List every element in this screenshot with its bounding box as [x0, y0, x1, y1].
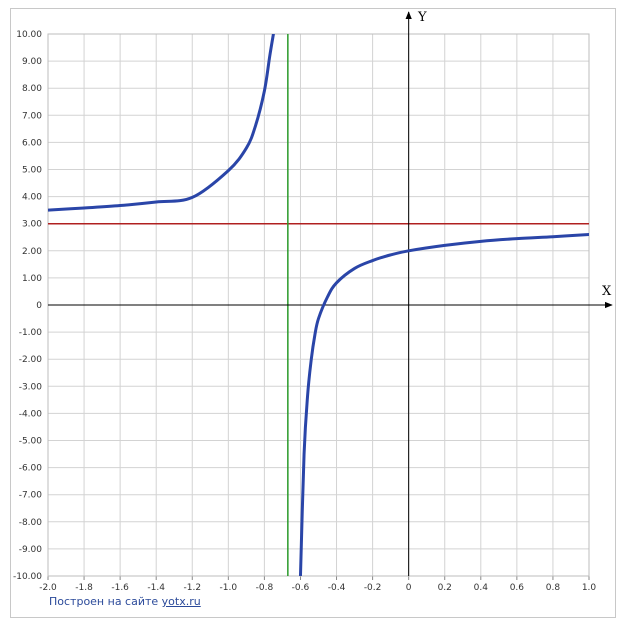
x-tick-label: 0.8 — [546, 583, 561, 593]
tick-labels: -2.0 -1.8 -1.6 -1.4 -1.2 -1.0 -0.8 -0.6 -0.4 -0.2… — [13, 30, 596, 593]
x-tick-label: -1.4 — [147, 583, 165, 593]
credit-line: Построен на сайте yotx.ru — [49, 595, 201, 608]
y-tick-label: 0 — [36, 301, 42, 311]
curve-branch — [298, 233, 589, 576]
grid — [47, 33, 590, 580]
y-tick-label: 9.00 — [22, 57, 42, 67]
y-tick-label: -4.00 — [19, 409, 43, 419]
x-tick-label: -0.2 — [364, 583, 382, 593]
x-tick-label: -2.0 — [39, 583, 57, 593]
x-tick-label: -0.4 — [328, 583, 346, 593]
x-tick-label: -1.0 — [220, 583, 238, 593]
y-tick-label: 3.00 — [22, 220, 42, 230]
y-tick-label: -3.00 — [19, 382, 43, 392]
x-axis-label: X — [602, 284, 612, 299]
y-axis-label: Y — [417, 10, 427, 25]
y-tick-label: 2.00 — [22, 247, 42, 257]
y-tick-label: -1.00 — [19, 328, 43, 338]
x-tick-label: 0.4 — [474, 583, 489, 593]
axes — [48, 11, 613, 576]
y-tick-label: 4.00 — [22, 193, 42, 203]
y-tick-label: -6.00 — [19, 464, 43, 474]
x-tick-label: 0.2 — [438, 583, 452, 593]
y-tick-label: 5.00 — [22, 166, 42, 176]
y-tick-label: -2.00 — [19, 355, 43, 365]
chart-frame — [10, 8, 616, 618]
y-tick-label: -8.00 — [19, 518, 43, 528]
x-tick-label: 0.6 — [510, 583, 525, 593]
y-tick-label: 6.00 — [22, 138, 42, 148]
x-tick-label: 1.0 — [582, 583, 597, 593]
y-tick-label: 10.00 — [16, 30, 42, 40]
curve-branch — [48, 34, 275, 212]
x-tick-label: -0.6 — [292, 583, 310, 593]
y-tick-label: -9.00 — [19, 545, 43, 555]
credit-text: Построен на сайте — [49, 595, 159, 608]
x-tick-label: -1.6 — [111, 583, 129, 593]
x-tick-label: -0.8 — [256, 583, 274, 593]
y-tick-label: 1.00 — [22, 274, 42, 284]
y-tick-label: -7.00 — [19, 491, 43, 501]
y-tick-label: -10.00 — [13, 572, 42, 582]
y-tick-label: 8.00 — [22, 84, 42, 94]
x-tick-label: -1.2 — [183, 583, 201, 593]
y-tick-label: 7.00 — [22, 111, 42, 121]
x-tick-label: 0 — [406, 583, 412, 593]
curve — [48, 34, 589, 576]
x-tick-label: -1.8 — [75, 583, 93, 593]
y-tick-label: -5.00 — [19, 437, 43, 447]
credit-link[interactable]: yotx.ru — [161, 595, 201, 608]
